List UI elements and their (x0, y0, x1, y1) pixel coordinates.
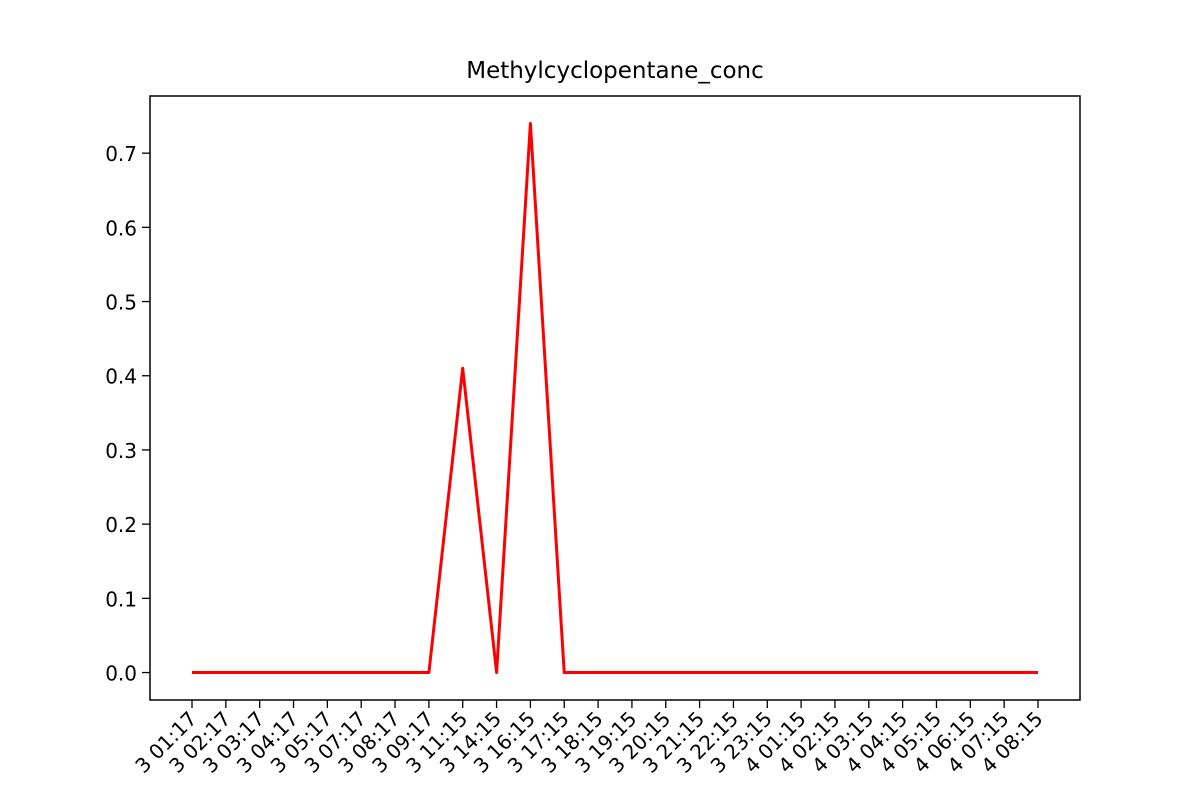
y-tick-label: 0.2 (105, 513, 137, 537)
y-tick-label: 0.0 (105, 662, 137, 686)
chart-title: Methylcyclopentane_conc (466, 58, 764, 84)
y-axis: 0.0 0.1 0.2 0.3 0.4 0.5 0.6 0.7 (105, 142, 150, 686)
series-line (192, 122, 1038, 674)
y-tick-label: 0.5 (105, 291, 137, 315)
y-tick-label: 0.7 (105, 142, 137, 166)
y-tick-label: 0.1 (105, 587, 137, 611)
x-axis: 3 01:173 02:173 03:173 04:173 05:173 07:… (130, 700, 1048, 778)
plot-series (192, 122, 1038, 674)
plot-frame (149, 95, 1081, 701)
y-tick-label: 0.3 (105, 439, 137, 463)
y-tick-label: 0.4 (105, 365, 137, 389)
y-tick-label: 0.6 (105, 216, 137, 240)
